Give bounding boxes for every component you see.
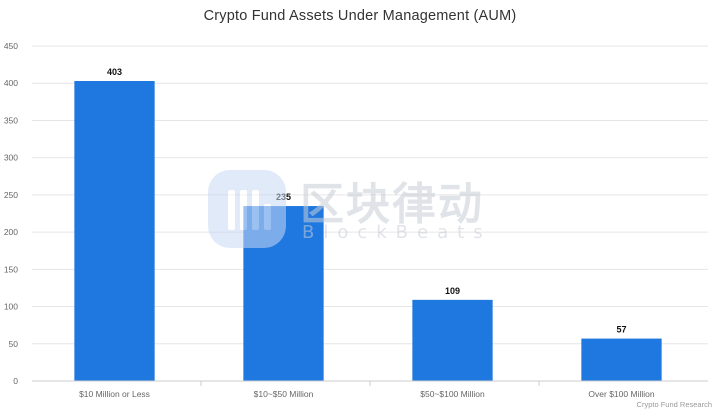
- y-tick-label: 300: [4, 153, 18, 163]
- bar: [581, 338, 662, 381]
- bar: [243, 206, 324, 381]
- x-axis-ticks: $10 Million or Less $10~$50 Million $50~$1…: [79, 381, 655, 399]
- data-label: 109: [445, 286, 460, 296]
- y-tick-label: 50: [9, 339, 19, 349]
- y-tick-label: 0: [13, 376, 18, 386]
- bar: [412, 299, 493, 381]
- x-tick-label: $10 Million or Less: [79, 389, 150, 399]
- y-tick-label: 200: [4, 227, 18, 237]
- y-tick-label: 250: [4, 190, 18, 200]
- data-label: 57: [616, 325, 626, 335]
- y-tick-label: 450: [4, 41, 18, 51]
- y-tick-label: 100: [4, 302, 18, 312]
- chart-title: Crypto Fund Assets Under Management (AUM…: [203, 8, 517, 24]
- data-labels: 403 235 109 57: [107, 67, 627, 335]
- bars: [74, 80, 662, 381]
- y-tick-label: 150: [4, 264, 18, 274]
- x-tick-label: $50~$100 Million: [420, 389, 485, 399]
- x-tick-label: Over $100 Million: [588, 389, 654, 399]
- y-axis-ticks: 0 50 100 150 200 250 300 350 400 450: [4, 41, 18, 386]
- bar: [74, 80, 155, 381]
- gridlines: [32, 45, 708, 345]
- source-credit: Crypto Fund Research: [636, 400, 712, 409]
- y-tick-label: 400: [4, 78, 18, 88]
- y-tick-label: 350: [4, 115, 18, 125]
- data-label: 235: [276, 192, 291, 202]
- x-tick-label: $10~$50 Million: [254, 389, 314, 399]
- data-label: 403: [107, 67, 122, 77]
